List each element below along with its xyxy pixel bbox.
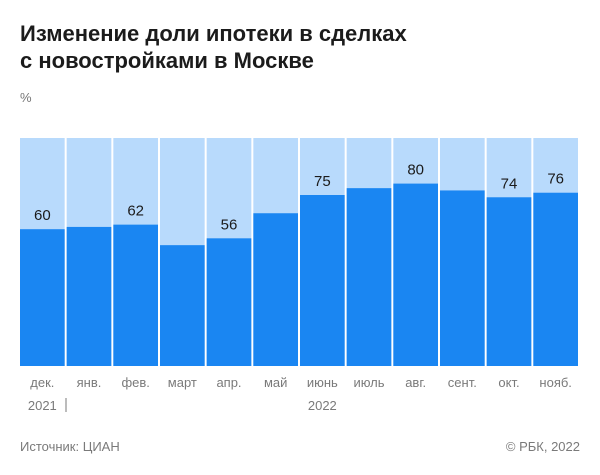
x-tick-label-8: авг. [405,375,426,390]
bar-5 [253,213,298,366]
chart-title-line-2: с новостройками в Москве [20,48,314,73]
bar-11 [533,192,578,366]
unit-label: % [20,90,32,105]
data-label-11: 76 [547,171,564,188]
data-label-8: 80 [407,162,424,179]
bar-7 [346,188,392,366]
year-label-1: 2022 [308,398,337,413]
x-tick-label-9: сент. [448,375,477,390]
bar-4 [206,238,252,366]
data-label-4: 56 [221,216,238,233]
bar-8 [393,183,438,366]
x-tick-label-6: июнь [307,375,338,390]
bar-1 [66,226,112,366]
x-tick-label-0: дек. [30,375,54,390]
data-label-10: 74 [501,175,518,192]
data-label-0: 60 [34,207,51,224]
x-tick-label-5: май [264,375,287,390]
bar-0 [20,229,65,366]
x-tick-label-1: янв. [77,375,102,390]
bar-3 [160,245,205,366]
year-label-0: 2021 [28,398,57,413]
x-tick-label-3: март [168,375,197,390]
data-label-2: 62 [127,203,144,220]
x-tick-label-7: июль [353,375,384,390]
chart-title-line-1: Изменение доли ипотеки в сделках [20,21,407,46]
x-tick-label-4: апр. [216,375,241,390]
x-tick-label-10: окт. [498,375,519,390]
bar-6 [300,195,345,366]
bar-10 [486,197,532,366]
chart-title: Изменение доли ипотеки в сделках с новос… [20,20,580,74]
bar-9 [440,190,485,366]
copyright-note: © РБК, 2022 [505,439,580,454]
source-note: Источник: ЦИАН [20,439,120,454]
x-tick-label-11: нояб. [539,375,572,390]
bar-2 [113,224,158,366]
data-label-6: 75 [314,173,331,190]
x-tick-label-2: фев. [121,375,149,390]
